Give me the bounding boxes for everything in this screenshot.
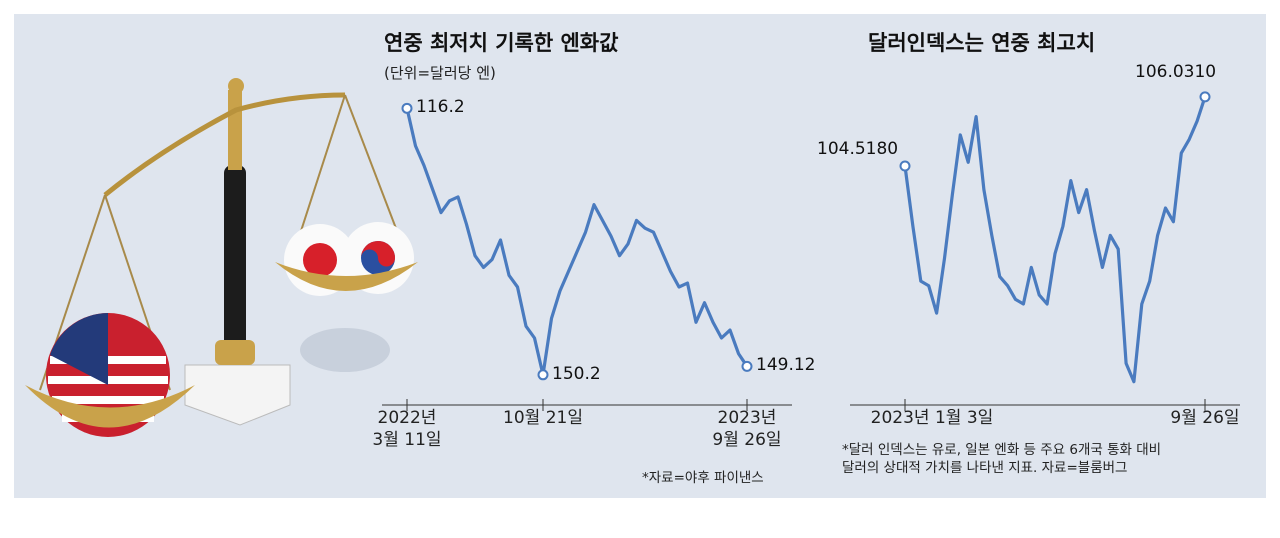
- chart-title: 달러인덱스는 연중 최고치: [868, 31, 1096, 55]
- scale-illustration: [25, 78, 418, 437]
- chart-title: 연중 최저치 기록한 엔화값: [384, 31, 619, 55]
- value-label: 116.2: [416, 97, 465, 118]
- data-point: [741, 360, 753, 372]
- value-label: 150.2: [552, 363, 601, 384]
- x-tick-label: 2023년 1월 3일: [870, 408, 994, 428]
- x-tick-label: 2023년 9월 26일: [712, 408, 782, 451]
- data-line: [903, 96, 1207, 384]
- source-note: *달러 인덱스는 유로, 일본 엔화 등 주요 6개국 통화 대비 달러의 상대…: [842, 442, 1162, 476]
- x-tick-label: 2022년 3월 11일: [372, 408, 442, 451]
- data-point: [1199, 91, 1211, 103]
- data-point: [537, 369, 549, 381]
- x-tick-label: 10월 21일: [503, 408, 583, 428]
- data-point: [899, 160, 911, 172]
- chart-subtitle: (단위=달러당 엔): [384, 64, 496, 82]
- data-point: [401, 102, 413, 114]
- value-label: 149.12: [756, 355, 816, 376]
- source-note: *자료=야후 파이낸스: [642, 470, 764, 486]
- value-label: 106.0310: [1135, 61, 1217, 82]
- data-line: [405, 107, 749, 377]
- value-label: 104.5180: [817, 139, 899, 160]
- x-tick-label: 9월 26일: [1170, 408, 1240, 428]
